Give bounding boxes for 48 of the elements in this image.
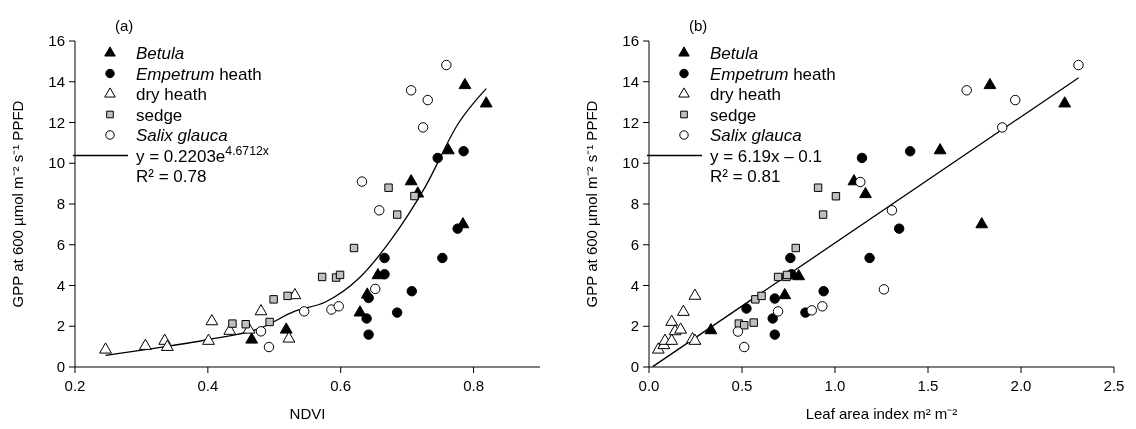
legend-label: dry heath	[136, 85, 207, 104]
x-tick-label: 0.5	[731, 377, 753, 394]
legend-label: y = 0.2203e$^{4.6712x}$	[136, 143, 269, 166]
legend-label: Betula	[710, 44, 759, 63]
y-tick-label: 6	[630, 235, 639, 253]
x-tick-label: 2.5	[1103, 377, 1125, 394]
y-tick-label: 10	[48, 154, 65, 172]
y-axis-title: GPP at 600 µmol m⁻² s⁻¹ PPFD	[9, 100, 26, 308]
x-tick-label: 2.0	[1010, 377, 1032, 394]
y-tick-label: 12	[622, 113, 639, 131]
y-tick-label: 8	[56, 195, 65, 212]
legend-label: sedge	[136, 105, 183, 125]
y-tick-label: 6	[56, 235, 65, 253]
y-tick-label: 2	[56, 317, 65, 335]
y-tick-label: 4	[630, 276, 639, 294]
y-tick-label: 4	[56, 276, 65, 294]
y-tick-label: 2	[630, 317, 639, 335]
annotation: R² = 0.78	[136, 167, 207, 186]
y-tick-label: 10	[622, 154, 639, 172]
y-tick-label: 14	[622, 72, 639, 90]
legend-label: Empetrum heath	[136, 64, 262, 84]
y-tick-label: 12	[48, 113, 65, 131]
y-tick-label: 0	[630, 358, 639, 375]
y-tick-label: 16	[622, 32, 639, 49]
y-axis-title: GPP at 600 µmol m⁻² s⁻¹ PPFD	[583, 100, 600, 308]
chart-title: (b)	[689, 17, 708, 34]
x-axis-title: Leaf area index m² m⁻²	[805, 405, 958, 422]
legend-label: Empetrum heath	[710, 64, 836, 84]
legend-label: y = 6.19x – 0.1	[710, 146, 822, 166]
x-tick-label: 1.0	[824, 377, 846, 394]
legend-label: Betula	[136, 44, 185, 63]
x-axis-title: NDVI	[289, 405, 326, 422]
legend-label: Salix glauca	[136, 126, 228, 145]
y-tick-label: 14	[48, 72, 65, 90]
legend-label: dry heath	[710, 85, 781, 104]
x-tick-label: 0.4	[197, 377, 219, 394]
y-tick-label: 8	[630, 195, 639, 212]
legend-label: Salix glauca	[710, 126, 802, 145]
y-tick-label: 0	[56, 358, 65, 375]
x-tick-label: 1.5	[917, 377, 939, 394]
x-tick-label: 0.0	[638, 377, 660, 394]
legend-label: sedge	[710, 105, 757, 125]
chart-title: (a)	[115, 17, 134, 34]
annotation: R² = 0.81	[710, 167, 781, 186]
x-tick-label: 0.2	[64, 377, 86, 394]
x-tick-label: 0.6	[330, 377, 352, 394]
y-tick-label: 16	[48, 32, 65, 49]
x-tick-label: 0.8	[463, 377, 484, 394]
